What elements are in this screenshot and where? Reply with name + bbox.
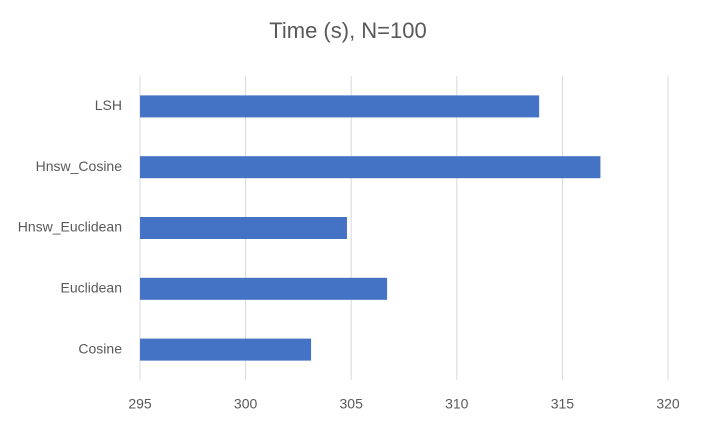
bar bbox=[140, 95, 540, 118]
bar bbox=[140, 338, 312, 361]
y-tick-label: Hnsw_Euclidean bbox=[18, 219, 122, 235]
bar bbox=[140, 156, 601, 179]
y-tick-label: Cosine bbox=[78, 340, 122, 356]
y-tick-label: LSH bbox=[95, 97, 122, 113]
y-tick-label: Hnsw_Cosine bbox=[36, 158, 123, 174]
x-tick-label: 310 bbox=[445, 396, 469, 412]
bar bbox=[140, 217, 347, 239]
x-tick-label: 305 bbox=[340, 396, 364, 412]
x-tick-label: 315 bbox=[551, 396, 575, 412]
y-tick-label: Euclidean bbox=[61, 280, 123, 296]
chart-title: Time (s), N=100 bbox=[269, 18, 427, 43]
bar bbox=[140, 277, 388, 300]
x-tick-label: 300 bbox=[234, 396, 258, 412]
x-tick-label: 295 bbox=[128, 396, 152, 412]
x-tick-label: 320 bbox=[656, 396, 680, 412]
